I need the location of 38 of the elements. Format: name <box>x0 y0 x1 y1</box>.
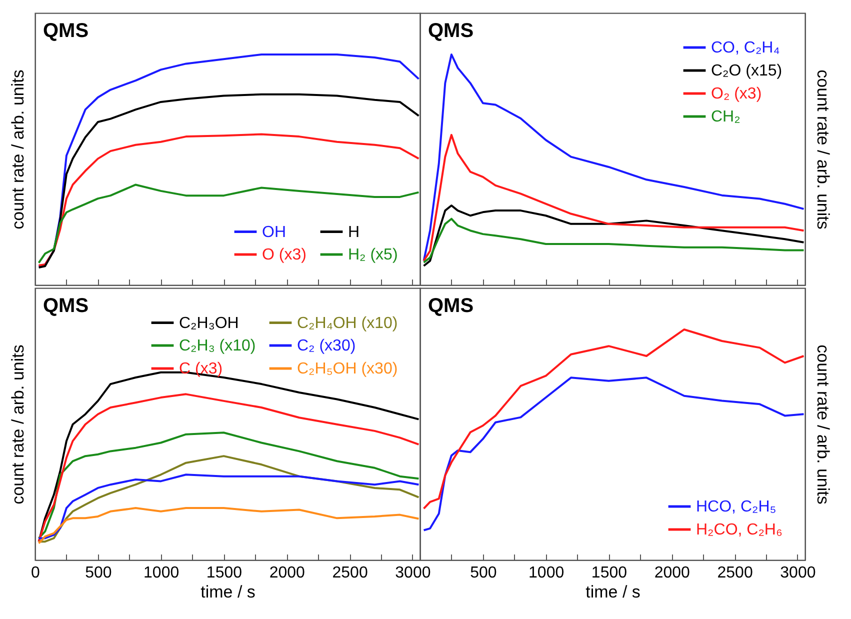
x-tick-label: 0 <box>31 564 40 582</box>
x-tick-label: 1000 <box>144 564 180 582</box>
x-tick-label: 2500 <box>332 564 368 582</box>
legend-label: C₂ (x30) <box>297 338 356 354</box>
legend-label: C₂H₃ (x10) <box>179 338 256 354</box>
legend-label: OH <box>262 224 286 241</box>
text: QMS <box>43 20 89 42</box>
legend-label: HCO, C₂H₅ <box>696 498 776 516</box>
x-tick-label: 1500 <box>206 564 242 582</box>
legend-label: H₂CO, C₂H₆ <box>696 522 782 538</box>
y-axis-title: count rate / arb. units <box>814 344 832 504</box>
x-tick-label: 1500 <box>591 564 628 582</box>
legend-label: H <box>348 224 360 241</box>
x-tick-label: 2500 <box>717 564 753 582</box>
legend-label: C₂O (x15) <box>711 62 782 80</box>
x-tick-label: 2000 <box>654 564 690 582</box>
x-tick-label: 2000 <box>269 564 306 582</box>
y-axis-title: count rate / arb. units <box>814 70 832 230</box>
legend-label: H₂ (x5) <box>348 246 398 264</box>
legend-label: C₂H₅OH (x30) <box>297 360 398 378</box>
x-tick-label: 3000 <box>395 564 431 582</box>
legend-label: O (x3) <box>262 246 306 264</box>
legend-label: CO, C₂H₄ <box>711 40 780 56</box>
x-axis-title: time / s <box>586 582 640 602</box>
text: QMS <box>428 295 474 317</box>
legend-label: O₂ (x3) <box>711 86 762 102</box>
legend-label: C₂H₄OH (x10) <box>297 314 398 332</box>
x-tick-label: 500 <box>85 564 112 582</box>
x-tick-label: 1000 <box>528 564 564 582</box>
legend-label: C₂H₃OH <box>179 314 239 332</box>
legend-label: CH₂ <box>711 108 740 126</box>
text: QMS <box>43 295 89 317</box>
text: QMS <box>428 20 474 42</box>
y-axis-title: count rate / arb. units <box>8 344 28 504</box>
x-tick-label: 500 <box>470 564 497 582</box>
x-axis-title: time / s <box>200 582 256 602</box>
x-tick-label: 3000 <box>780 564 816 582</box>
y-axis-title: count rate / arb. units <box>8 70 28 230</box>
